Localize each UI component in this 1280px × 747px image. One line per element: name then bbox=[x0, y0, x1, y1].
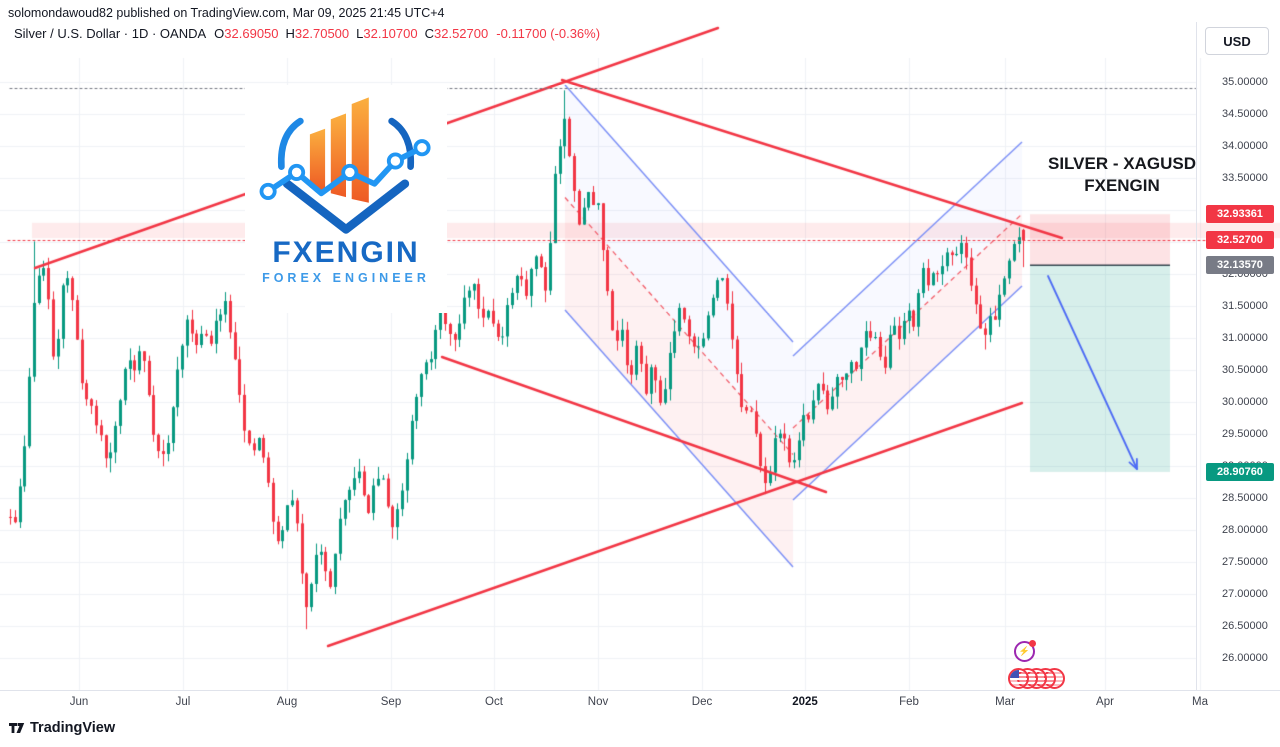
ohlc-field: H32.70500 bbox=[285, 26, 350, 41]
time-axis-label: Sep bbox=[380, 696, 402, 708]
time-scale[interactable]: Jun Jul Aug Sep Oct Nov Dec 2025 Feb Mar Apr Ma bbox=[0, 691, 1280, 715]
ohlc-values: O32.69050 H32.70500 L32.10700 C32.52700 bbox=[214, 26, 488, 41]
price-tick-label: 26.50000 bbox=[1222, 620, 1268, 632]
price-tick-label: 33.50000 bbox=[1222, 172, 1268, 184]
price-tag: 32.52700 bbox=[1206, 231, 1274, 250]
price-tick-label: 34.00000 bbox=[1222, 140, 1268, 152]
idea-flash-marker[interactable]: ⚡ bbox=[1014, 640, 1036, 662]
chart-annotation: SILVER - XAGUSD FXENGIN bbox=[1032, 153, 1212, 198]
time-axis-label: Oct bbox=[485, 696, 503, 708]
price-tick-label: 28.50000 bbox=[1222, 492, 1268, 504]
price-scale[interactable]: 35.0000034.5000034.0000033.5000033.00000… bbox=[1196, 58, 1280, 690]
price-tag: 32.93361 bbox=[1206, 205, 1274, 224]
tradingview-logo-icon bbox=[9, 723, 25, 733]
watermark-brand: FXENGIN bbox=[272, 236, 420, 269]
price-tick-label: 35.00000 bbox=[1222, 76, 1268, 88]
time-axis-label: Mar bbox=[995, 696, 1015, 708]
flash-icon: ⚡ bbox=[1018, 646, 1031, 656]
annotation-line1: SILVER - XAGUSD bbox=[1048, 154, 1196, 173]
time-axis-label: Apr bbox=[1096, 696, 1114, 708]
price-tick-label: 26.00000 bbox=[1222, 652, 1268, 664]
flag-marker-icon bbox=[1008, 668, 1029, 689]
price-tick-label: 31.50000 bbox=[1222, 300, 1268, 312]
watermark-subtitle: FOREX ENGINEER bbox=[262, 270, 430, 285]
time-axis-label: Jun bbox=[69, 696, 89, 708]
time-axis-label: Aug bbox=[276, 696, 298, 708]
price-tick-label: 30.50000 bbox=[1222, 364, 1268, 376]
price-tick-label: 34.50000 bbox=[1222, 108, 1268, 120]
fxengin-logo-icon bbox=[259, 97, 431, 234]
time-axis-label: Dec bbox=[691, 696, 713, 708]
time-axis-label: Feb bbox=[899, 696, 919, 708]
fxengin-watermark: FXENGIN FOREX ENGINEER bbox=[245, 85, 447, 313]
ohlc-field: O32.69050 bbox=[214, 26, 279, 41]
symbol-title: Silver / U.S. Dollar · 1D · OANDA bbox=[14, 26, 207, 41]
annotation-line2: FXENGIN bbox=[1084, 176, 1160, 196]
currency-button[interactable]: USD bbox=[1205, 27, 1269, 55]
price-tag: 28.90760 bbox=[1206, 462, 1274, 481]
price-tick-label: 31.00000 bbox=[1222, 332, 1268, 344]
time-axis-label: Ma bbox=[1192, 696, 1208, 708]
chart-legend: Silver / U.S. Dollar · 1D · OANDA O32.69… bbox=[14, 26, 600, 41]
time-axis-label: 2025 bbox=[792, 696, 818, 708]
tradingview-brand-text: TradingView bbox=[30, 720, 116, 736]
time-axis-label: Jul bbox=[175, 696, 191, 708]
price-tick-label: 27.00000 bbox=[1222, 588, 1268, 600]
price-tick-label: 28.00000 bbox=[1222, 524, 1268, 536]
tradingview-footer[interactable]: TradingView bbox=[8, 720, 115, 736]
price-tag: 32.13570 bbox=[1206, 256, 1274, 275]
time-axis-label: Nov bbox=[587, 696, 609, 708]
time-axis-border bbox=[0, 690, 1280, 691]
change-text: -0.11700 (-0.36%) bbox=[496, 26, 601, 41]
price-tick-label: 30.00000 bbox=[1222, 396, 1268, 408]
price-tick-label: 29.50000 bbox=[1222, 428, 1268, 440]
ohlc-field: C32.52700 bbox=[424, 26, 489, 41]
price-axis-border bbox=[1196, 22, 1197, 691]
ohlc-field: L32.10700 bbox=[356, 26, 418, 41]
price-tick-label: 27.50000 bbox=[1222, 556, 1268, 568]
attribution-text: solomondawoud82 published on TradingView… bbox=[8, 6, 445, 20]
